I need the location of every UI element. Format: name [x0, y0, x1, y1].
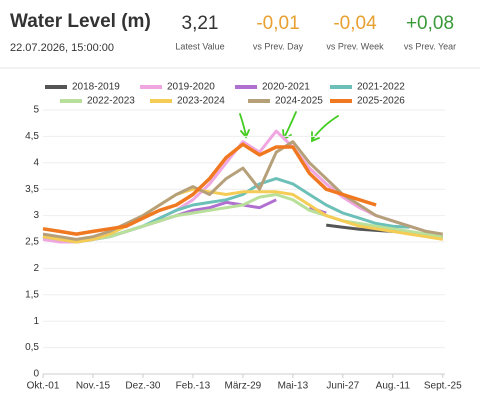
- y-tick-label: 4,5: [25, 131, 39, 142]
- y-tick-label: 2,5: [25, 237, 39, 248]
- x-tick-label: März-29: [225, 381, 262, 392]
- x-tick-label: Dez.-30: [125, 381, 160, 392]
- stat-label: Latest Value: [175, 41, 224, 51]
- x-tick-label: Juni-27: [326, 381, 359, 392]
- y-tick-label: 0,5: [25, 342, 39, 353]
- legend-label: 2021-2022: [357, 82, 405, 93]
- y-tick-label: 0: [33, 369, 39, 380]
- stat-label: vs Prev. Day: [253, 41, 304, 51]
- arrow: [311, 115, 339, 143]
- y-tick-label: 4: [33, 157, 39, 168]
- series-line: [42, 187, 444, 244]
- stat-value: +0,08: [406, 13, 454, 34]
- title: Water Level (m): [10, 11, 151, 32]
- x-tick-label: Nov.-15: [76, 381, 111, 392]
- x-tick-label: Feb.-13: [176, 381, 211, 392]
- x-tick-label: Aug.-11: [376, 381, 411, 392]
- stat-value: -0,04: [333, 13, 377, 34]
- stat-value: -0,01: [256, 13, 299, 34]
- legend-label: 2025-2026: [357, 96, 405, 107]
- series-line: [42, 140, 444, 241]
- timestamp: 22.07.2026, 15:00:00: [10, 42, 114, 54]
- stat-label: vs Prev. Week: [326, 41, 384, 51]
- arrow: [282, 111, 297, 141]
- arrow: [239, 113, 250, 139]
- y-tick-label: 1,5: [25, 289, 39, 300]
- series-line: [42, 177, 410, 244]
- series-line: [42, 142, 377, 236]
- series-line: [42, 193, 444, 244]
- stat-label: vs Prev. Year: [404, 41, 456, 51]
- y-tick-label: 5: [33, 105, 39, 116]
- legend-label: 2018-2019: [72, 82, 120, 93]
- y-tick-label: 3,5: [25, 184, 39, 195]
- legend-label: 2024-2025: [275, 96, 323, 107]
- y-tick-label: 2: [33, 263, 39, 274]
- legend-label: 2023-2024: [177, 96, 225, 107]
- x-tick-label: Mai-13: [278, 381, 309, 392]
- x-tick-label: Sept.-25: [424, 381, 462, 392]
- x-tick-label: Okt.-01: [27, 381, 60, 392]
- y-tick-label: 3: [33, 210, 39, 221]
- y-tick-label: 1: [33, 316, 39, 327]
- legend-label: 2022-2023: [87, 96, 135, 107]
- legend-label: 2019-2020: [167, 82, 215, 93]
- legend-label: 2020-2021: [262, 82, 310, 93]
- stat-value: 3,21: [182, 13, 219, 34]
